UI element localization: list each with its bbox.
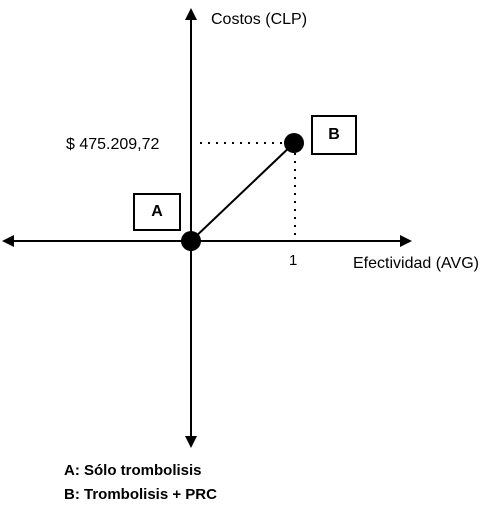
point-a: [181, 231, 201, 251]
y-axis: [185, 8, 197, 448]
point-a-label-box: A: [133, 193, 181, 231]
legend-item-a: A: Sólo trombolisis: [64, 462, 202, 479]
x-axis-right-arrowhead: [400, 235, 412, 247]
legend: A: Sólo trombolisis B: Trombolisis + PRC: [64, 459, 217, 507]
legend-item-b: B: Trombolisis + PRC: [64, 486, 217, 503]
x-axis-left-arrowhead: [2, 235, 14, 247]
segment-a-to-b: [190, 142, 295, 242]
effectiveness-tick-label: 1: [289, 252, 298, 269]
y-axis-label: Costos (CLP): [211, 11, 308, 28]
x-axis-label: Efectividad (AVG): [353, 255, 479, 272]
y-axis-top-arrowhead: [185, 8, 197, 20]
point-b: [284, 133, 304, 153]
point-b-label-box: B: [311, 115, 357, 155]
cost-value-label: $ 475.209,72: [66, 136, 160, 153]
y-axis-bottom-arrowhead: [185, 436, 197, 448]
x-axis: [2, 235, 412, 247]
